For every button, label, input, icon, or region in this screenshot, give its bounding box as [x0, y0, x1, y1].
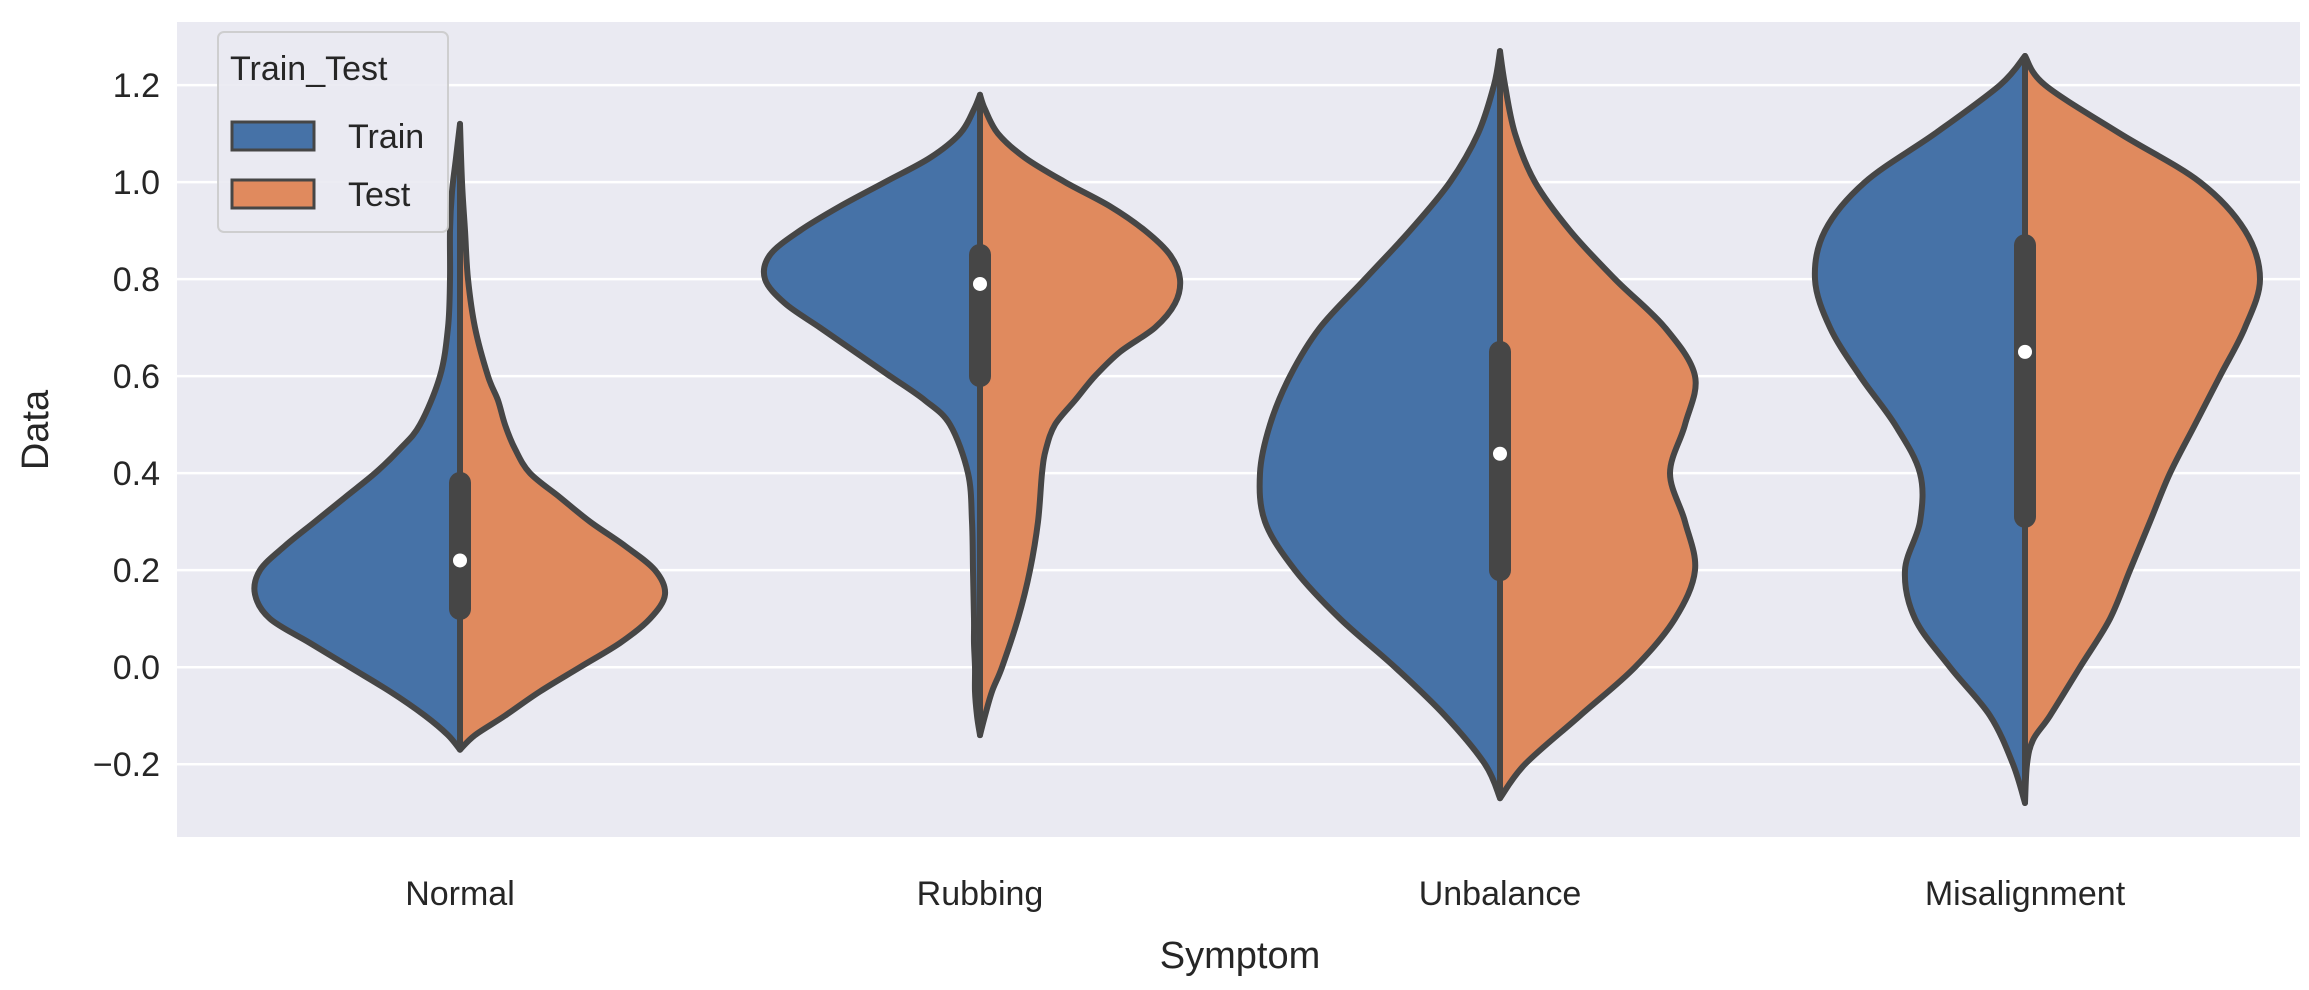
violin-half-test	[2022, 53, 2263, 806]
y-tick-labels: −0.2 0.0 0.2 0.4 0.6 0.8 1.0 1.2	[93, 67, 160, 784]
y-tick-label: 1.2	[113, 67, 160, 105]
violin-rubbing	[760, 91, 1184, 739]
y-tick-label: 0.8	[113, 261, 160, 299]
x-tick-label: Unbalance	[1419, 875, 1582, 913]
median-point	[453, 553, 467, 568]
violin-half-train	[760, 91, 983, 739]
y-axis-title: Data	[15, 389, 57, 470]
y-tick-label: 0.2	[113, 552, 160, 590]
violin-normal	[251, 120, 669, 753]
violin-half-train	[251, 120, 463, 753]
legend: Train_Test Train Test	[217, 31, 449, 233]
median-point	[973, 276, 987, 291]
x-tick-label: Misalignment	[1925, 875, 2126, 913]
violin-misalignment	[1811, 53, 2263, 806]
x-axis-title: Symptom	[1160, 935, 1320, 977]
y-tick-label: 1.0	[113, 164, 160, 202]
x-tick-label: Rubbing	[917, 875, 1044, 913]
x-tick-labels: Normal Rubbing Unbalance Misalignment	[405, 875, 2125, 913]
legend-title: Train_Test	[230, 50, 388, 88]
y-tick-label: 0.6	[113, 358, 160, 396]
violin-half-train	[1256, 48, 1503, 802]
legend-label-test: Test	[348, 176, 411, 214]
violin-half-test	[977, 91, 1184, 739]
x-tick-label: Normal	[405, 875, 515, 913]
y-tick-label: −0.2	[93, 746, 160, 784]
violin-unbalance	[1256, 48, 1699, 802]
violin-half-test	[457, 120, 669, 753]
legend-swatch-train	[230, 120, 316, 152]
violin-half-train	[1811, 53, 2028, 806]
median-point	[2018, 344, 2032, 359]
y-tick-label: 0.4	[113, 455, 160, 493]
legend-label-train: Train	[348, 118, 424, 156]
violin-half-test	[1497, 48, 1699, 802]
median-point	[1493, 446, 1507, 461]
y-tick-label: 0.0	[113, 649, 160, 687]
violins	[251, 48, 2263, 806]
legend-swatch-test	[230, 178, 316, 210]
